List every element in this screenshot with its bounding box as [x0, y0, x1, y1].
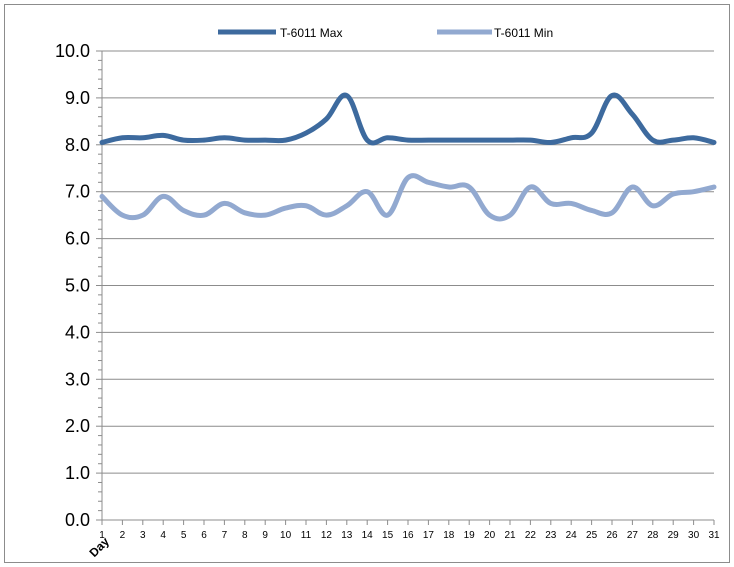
x-tick-label: 11	[301, 530, 312, 541]
legend-label: T-6011 Max	[280, 26, 342, 40]
x-tick-label: 13	[341, 530, 353, 541]
y-tick-label: 2.0	[65, 416, 90, 436]
series-lines	[99, 92, 717, 222]
gridlines	[102, 50, 714, 474]
x-tick-label: 14	[362, 530, 374, 541]
y-tick-label: 9.0	[65, 88, 90, 108]
x-tick-label: 3	[140, 530, 146, 541]
x-tick-label: 18	[443, 530, 455, 541]
x-tick-label: 15	[382, 530, 394, 541]
x-tick-label: 4	[160, 530, 166, 541]
x-tick-label: 17	[423, 530, 435, 541]
x-tick-label: 22	[525, 530, 537, 541]
y-tick-label: 0.0	[65, 510, 90, 530]
x-tick-label: 19	[464, 530, 476, 541]
x-tick-label: 2	[120, 530, 126, 541]
y-tick-label: 3.0	[65, 369, 90, 389]
x-tick-label: 10	[280, 530, 292, 541]
x-tick-label: 30	[688, 530, 700, 541]
series-line-max	[99, 92, 717, 146]
x-tick-label: 8	[242, 530, 248, 541]
x-tick-label: 12	[321, 530, 333, 541]
series-line-min	[99, 173, 717, 222]
y-tick-label: 10.0	[55, 41, 90, 61]
y-tick-label: 8.0	[65, 135, 90, 155]
x-tick-label: 28	[647, 530, 659, 541]
x-tick-label: 20	[484, 530, 496, 541]
x-tick-label: 29	[668, 530, 680, 541]
x-tick-label: 27	[627, 530, 639, 541]
x-axis-label: Day	[86, 534, 112, 560]
legend-label: T-6011 Min	[494, 26, 553, 40]
legend: T-6011 Max T-6011 Min	[218, 26, 553, 40]
x-axis: 1 2 3 4 5 6 7 8 9 10 11 12 13 14 15 16 17 18 19 20 21 22 23 24 2…	[99, 519, 720, 541]
x-tick-label: 24	[566, 530, 578, 541]
x-tick-label: 25	[586, 530, 598, 541]
y-tick-label: 1.0	[65, 463, 90, 483]
y-tick-label: 4.0	[65, 322, 90, 342]
x-tick-label: 6	[201, 530, 207, 541]
y-tick-label: 5.0	[65, 276, 90, 296]
x-tick-label: 1	[99, 530, 105, 541]
x-tick-label: 21	[504, 530, 516, 541]
x-tick-label: 9	[262, 530, 268, 541]
y-tick-label: 7.0	[65, 182, 90, 202]
y-tick-label: 6.0	[65, 229, 90, 249]
x-tick-label: 16	[402, 530, 414, 541]
x-tick-label: 31	[708, 530, 720, 541]
x-tick-label: 26	[606, 530, 618, 541]
x-tick-label: 23	[545, 530, 557, 541]
x-tick-label: 7	[222, 530, 228, 541]
x-tick-label: 5	[181, 530, 187, 541]
y-axis: 0.0 1.0 2.0 3.0 4.0 5.0 6.0 7.0 8.0 9.0 10.0	[55, 41, 103, 530]
